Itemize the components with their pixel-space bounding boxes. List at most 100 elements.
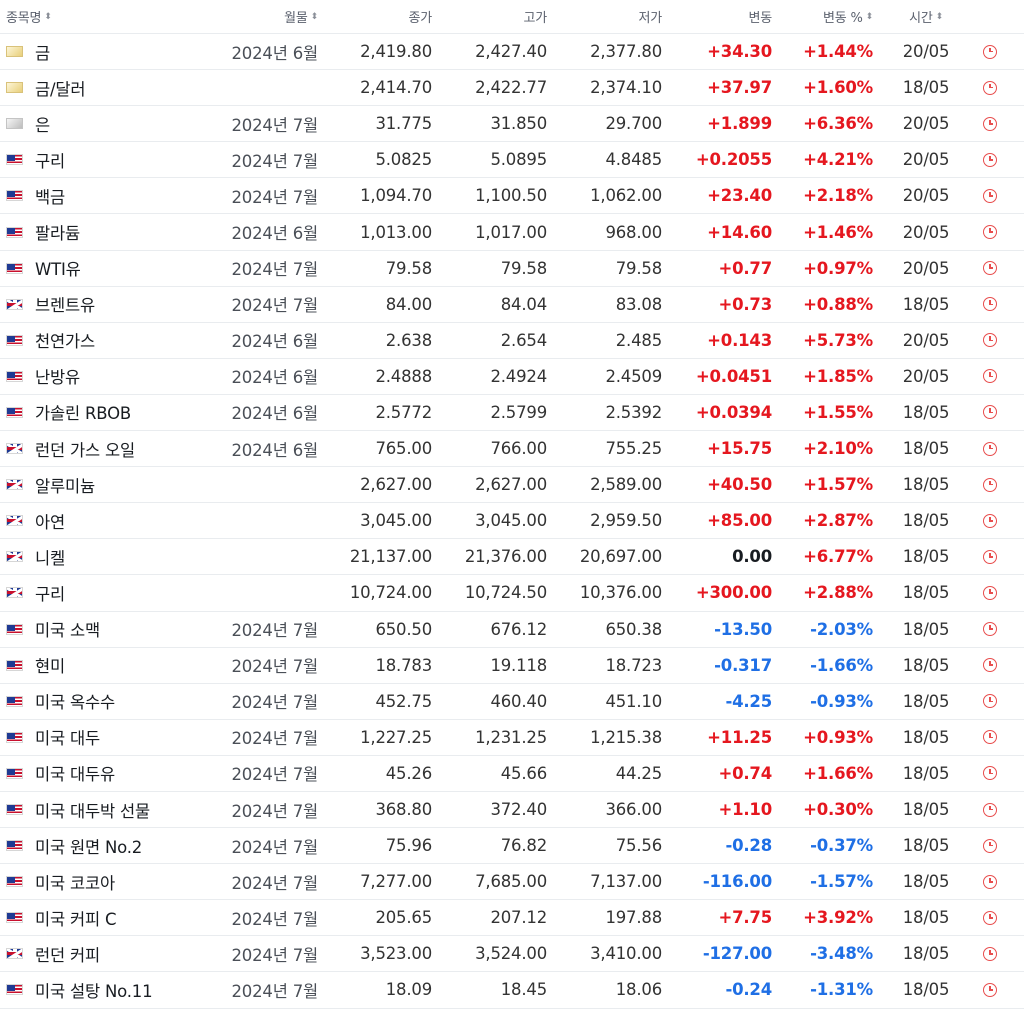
- commodity-name-cell[interactable]: 미국 옥수수: [6, 684, 216, 719]
- commodity-name-cell[interactable]: 구리: [6, 142, 216, 177]
- table-row[interactable]: WTI유 2024년 7월 79.58 79.58 79.58 +0.77 +0.97% 20…: [0, 251, 1024, 287]
- clock-icon[interactable]: [976, 612, 1004, 647]
- commodity-name-link[interactable]: 미국 원면 No.2: [35, 837, 143, 857]
- table-row[interactable]: 구리 10,724.00 10,724.50 10,376.00 +300.00 +2.8…: [0, 575, 1024, 612]
- table-row[interactable]: 런던 가스 오일 2024년 6월 765.00 766.00 755.25 +15.75…: [0, 431, 1024, 468]
- table-row[interactable]: 미국 설탕 No.11 2024년 7월 18.09 18.45 18.06 -0.24 -…: [0, 972, 1024, 1009]
- commodity-name-cell[interactable]: 미국 대두박 선물: [6, 792, 216, 827]
- commodity-name-link[interactable]: 알루미늄: [35, 476, 95, 496]
- clock-icon[interactable]: [976, 467, 1004, 502]
- clock-icon[interactable]: [976, 431, 1004, 466]
- table-row[interactable]: 미국 옥수수 2024년 7월 452.75 460.40 451.10 -4.25 -0.…: [0, 684, 1024, 720]
- commodity-name-link[interactable]: 은: [35, 115, 50, 135]
- commodity-name-cell[interactable]: 현미: [6, 648, 216, 683]
- table-row[interactable]: 미국 코코아 2024년 7월 7,277.00 7,685.00 7,137.00 -1…: [0, 864, 1024, 901]
- clock-icon[interactable]: [976, 792, 1004, 827]
- table-row[interactable]: 알루미늄 2,627.00 2,627.00 2,589.00 +40.50 +1.57%…: [0, 467, 1024, 504]
- commodity-name-cell[interactable]: 브렌트유: [6, 287, 216, 322]
- commodity-name-link[interactable]: 미국 옥수수: [35, 693, 115, 713]
- clock-icon[interactable]: [976, 900, 1004, 935]
- clock-icon[interactable]: [976, 34, 1004, 69]
- commodity-name-cell[interactable]: 미국 대두유: [6, 756, 216, 791]
- commodity-name-cell[interactable]: 미국 대두: [6, 720, 216, 755]
- commodity-name-cell[interactable]: 금: [6, 34, 216, 69]
- table-row[interactable]: 니켈 21,137.00 21,376.00 20,697.00 0.00 +6.77% 1…: [0, 539, 1024, 576]
- commodity-name-cell[interactable]: 팔라듐: [6, 214, 216, 249]
- commodity-name-cell[interactable]: 천연가스: [6, 323, 216, 358]
- table-row[interactable]: 천연가스 2024년 6월 2.638 2.654 2.485 +0.143 +5.73% 2…: [0, 323, 1024, 359]
- table-row[interactable]: 아연 3,045.00 3,045.00 2,959.50 +85.00 +2.87% 18…: [0, 503, 1024, 540]
- table-row[interactable]: 미국 원면 No.2 2024년 7월 75.96 76.82 75.56 -0.28 -0…: [0, 828, 1024, 865]
- table-row[interactable]: 난방유 2024년 6월 2.4888 2.4924 2.4509 +0.0451 +1.8…: [0, 359, 1024, 395]
- table-row[interactable]: 금 2024년 6월 2,419.80 2,427.40 2,377.80 +34.30 +…: [0, 34, 1024, 71]
- table-row[interactable]: 미국 대두박 선물 2024년 7월 368.80 372.40 366.00 +1.10…: [0, 792, 1024, 829]
- clock-icon[interactable]: [976, 106, 1004, 141]
- commodity-name-link[interactable]: 가솔린 RBOB: [35, 404, 131, 424]
- commodity-name-link[interactable]: 현미: [35, 657, 65, 677]
- table-row[interactable]: 미국 커피 C 2024년 7월 205.65 207.12 197.88 +7.75 +3…: [0, 900, 1024, 937]
- sort-icon[interactable]: ⬍: [935, 11, 944, 22]
- commodity-name-cell[interactable]: 금/달러: [6, 70, 216, 105]
- clock-icon[interactable]: [976, 70, 1004, 105]
- commodity-name-link[interactable]: 미국 대두유: [35, 765, 115, 785]
- table-row[interactable]: 가솔린 RBOB 2024년 6월 2.5772 2.5799 2.5392 +0.039…: [0, 395, 1024, 432]
- commodity-name-link[interactable]: 백금: [35, 187, 65, 207]
- commodity-name-link[interactable]: WTI유: [35, 260, 81, 280]
- clock-icon[interactable]: [976, 323, 1004, 358]
- table-row[interactable]: 현미 2024년 7월 18.783 19.118 18.723 -0.317 -1.66%…: [0, 648, 1024, 684]
- commodity-name-cell[interactable]: 미국 원면 No.2: [6, 828, 216, 863]
- commodity-name-link[interactable]: 미국 소맥: [35, 621, 100, 641]
- commodity-name-cell[interactable]: 미국 코코아: [6, 864, 216, 899]
- clock-icon[interactable]: [976, 142, 1004, 177]
- clock-icon[interactable]: [976, 395, 1004, 430]
- clock-icon[interactable]: [976, 251, 1004, 286]
- commodity-name-link[interactable]: 미국 대두: [35, 729, 100, 749]
- clock-icon[interactable]: [976, 972, 1004, 1007]
- table-row[interactable]: 팔라듐 2024년 6월 1,013.00 1,017.00 968.00 +14.60 +…: [0, 214, 1024, 251]
- commodity-name-cell[interactable]: 알루미늄: [6, 467, 216, 502]
- column-header-time[interactable]: 시간 ⬍: [893, 0, 959, 33]
- table-row[interactable]: 금/달러 2,414.70 2,422.77 2,374.10 +37.97 +1.60%…: [0, 70, 1024, 107]
- commodity-name-link[interactable]: 아연: [35, 512, 65, 532]
- commodity-name-link[interactable]: 브렌트유: [35, 296, 95, 316]
- commodity-name-cell[interactable]: 백금: [6, 178, 216, 213]
- clock-icon[interactable]: [976, 178, 1004, 213]
- commodity-name-cell[interactable]: 니켈: [6, 539, 216, 574]
- commodity-name-cell[interactable]: 런던 가스 오일: [6, 431, 216, 466]
- commodity-name-link[interactable]: 금/달러: [35, 79, 86, 99]
- commodity-name-cell[interactable]: 미국 소맥: [6, 612, 216, 647]
- table-row[interactable]: 런던 커피 2024년 7월 3,523.00 3,524.00 3,410.00 -12…: [0, 936, 1024, 973]
- commodity-name-cell[interactable]: 구리: [6, 575, 216, 610]
- table-row[interactable]: 미국 대두유 2024년 7월 45.26 45.66 44.25 +0.74 +1.66%…: [0, 756, 1024, 792]
- sort-icon[interactable]: ⬍: [865, 11, 874, 22]
- commodity-name-cell[interactable]: 런던 커피: [6, 936, 216, 971]
- clock-icon[interactable]: [976, 828, 1004, 863]
- column-header-month[interactable]: 월물 ⬍: [222, 0, 318, 33]
- commodity-name-link[interactable]: 팔라듐: [35, 224, 80, 244]
- table-row[interactable]: 미국 소맥 2024년 7월 650.50 676.12 650.38 -13.50 -2.…: [0, 612, 1024, 648]
- commodity-name-link[interactable]: 니켈: [35, 548, 65, 568]
- clock-icon[interactable]: [976, 359, 1004, 394]
- clock-icon[interactable]: [976, 539, 1004, 574]
- table-row[interactable]: 백금 2024년 7월 1,094.70 1,100.50 1,062.00 +23.40…: [0, 178, 1024, 215]
- commodity-name-cell[interactable]: 미국 설탕 No.11: [6, 972, 216, 1007]
- sort-icon[interactable]: ⬍: [44, 11, 52, 22]
- table-row[interactable]: 구리 2024년 7월 5.0825 5.0895 4.8485 +0.2055 +4.21…: [0, 142, 1024, 179]
- commodity-name-cell[interactable]: 가솔린 RBOB: [6, 395, 216, 430]
- commodity-name-link[interactable]: 구리: [35, 151, 65, 171]
- clock-icon[interactable]: [976, 936, 1004, 971]
- clock-icon[interactable]: [976, 575, 1004, 610]
- commodity-name-cell[interactable]: 미국 커피 C: [6, 900, 216, 935]
- sort-icon[interactable]: ⬍: [310, 11, 319, 22]
- commodity-name-link[interactable]: 런던 커피: [35, 945, 100, 965]
- commodity-name-link[interactable]: 구리: [35, 584, 65, 604]
- commodity-name-cell[interactable]: WTI유: [6, 251, 216, 286]
- commodity-name-link[interactable]: 미국 커피 C: [35, 909, 117, 929]
- clock-icon[interactable]: [976, 756, 1004, 791]
- table-row[interactable]: 은 2024년 7월 31.775 31.850 29.700 +1.899 +6.36% 2…: [0, 106, 1024, 143]
- commodity-name-cell[interactable]: 아연: [6, 503, 216, 538]
- commodity-name-link[interactable]: 미국 코코아: [35, 873, 115, 893]
- clock-icon[interactable]: [976, 720, 1004, 755]
- clock-icon[interactable]: [976, 684, 1004, 719]
- commodity-name-link[interactable]: 런던 가스 오일: [35, 440, 135, 460]
